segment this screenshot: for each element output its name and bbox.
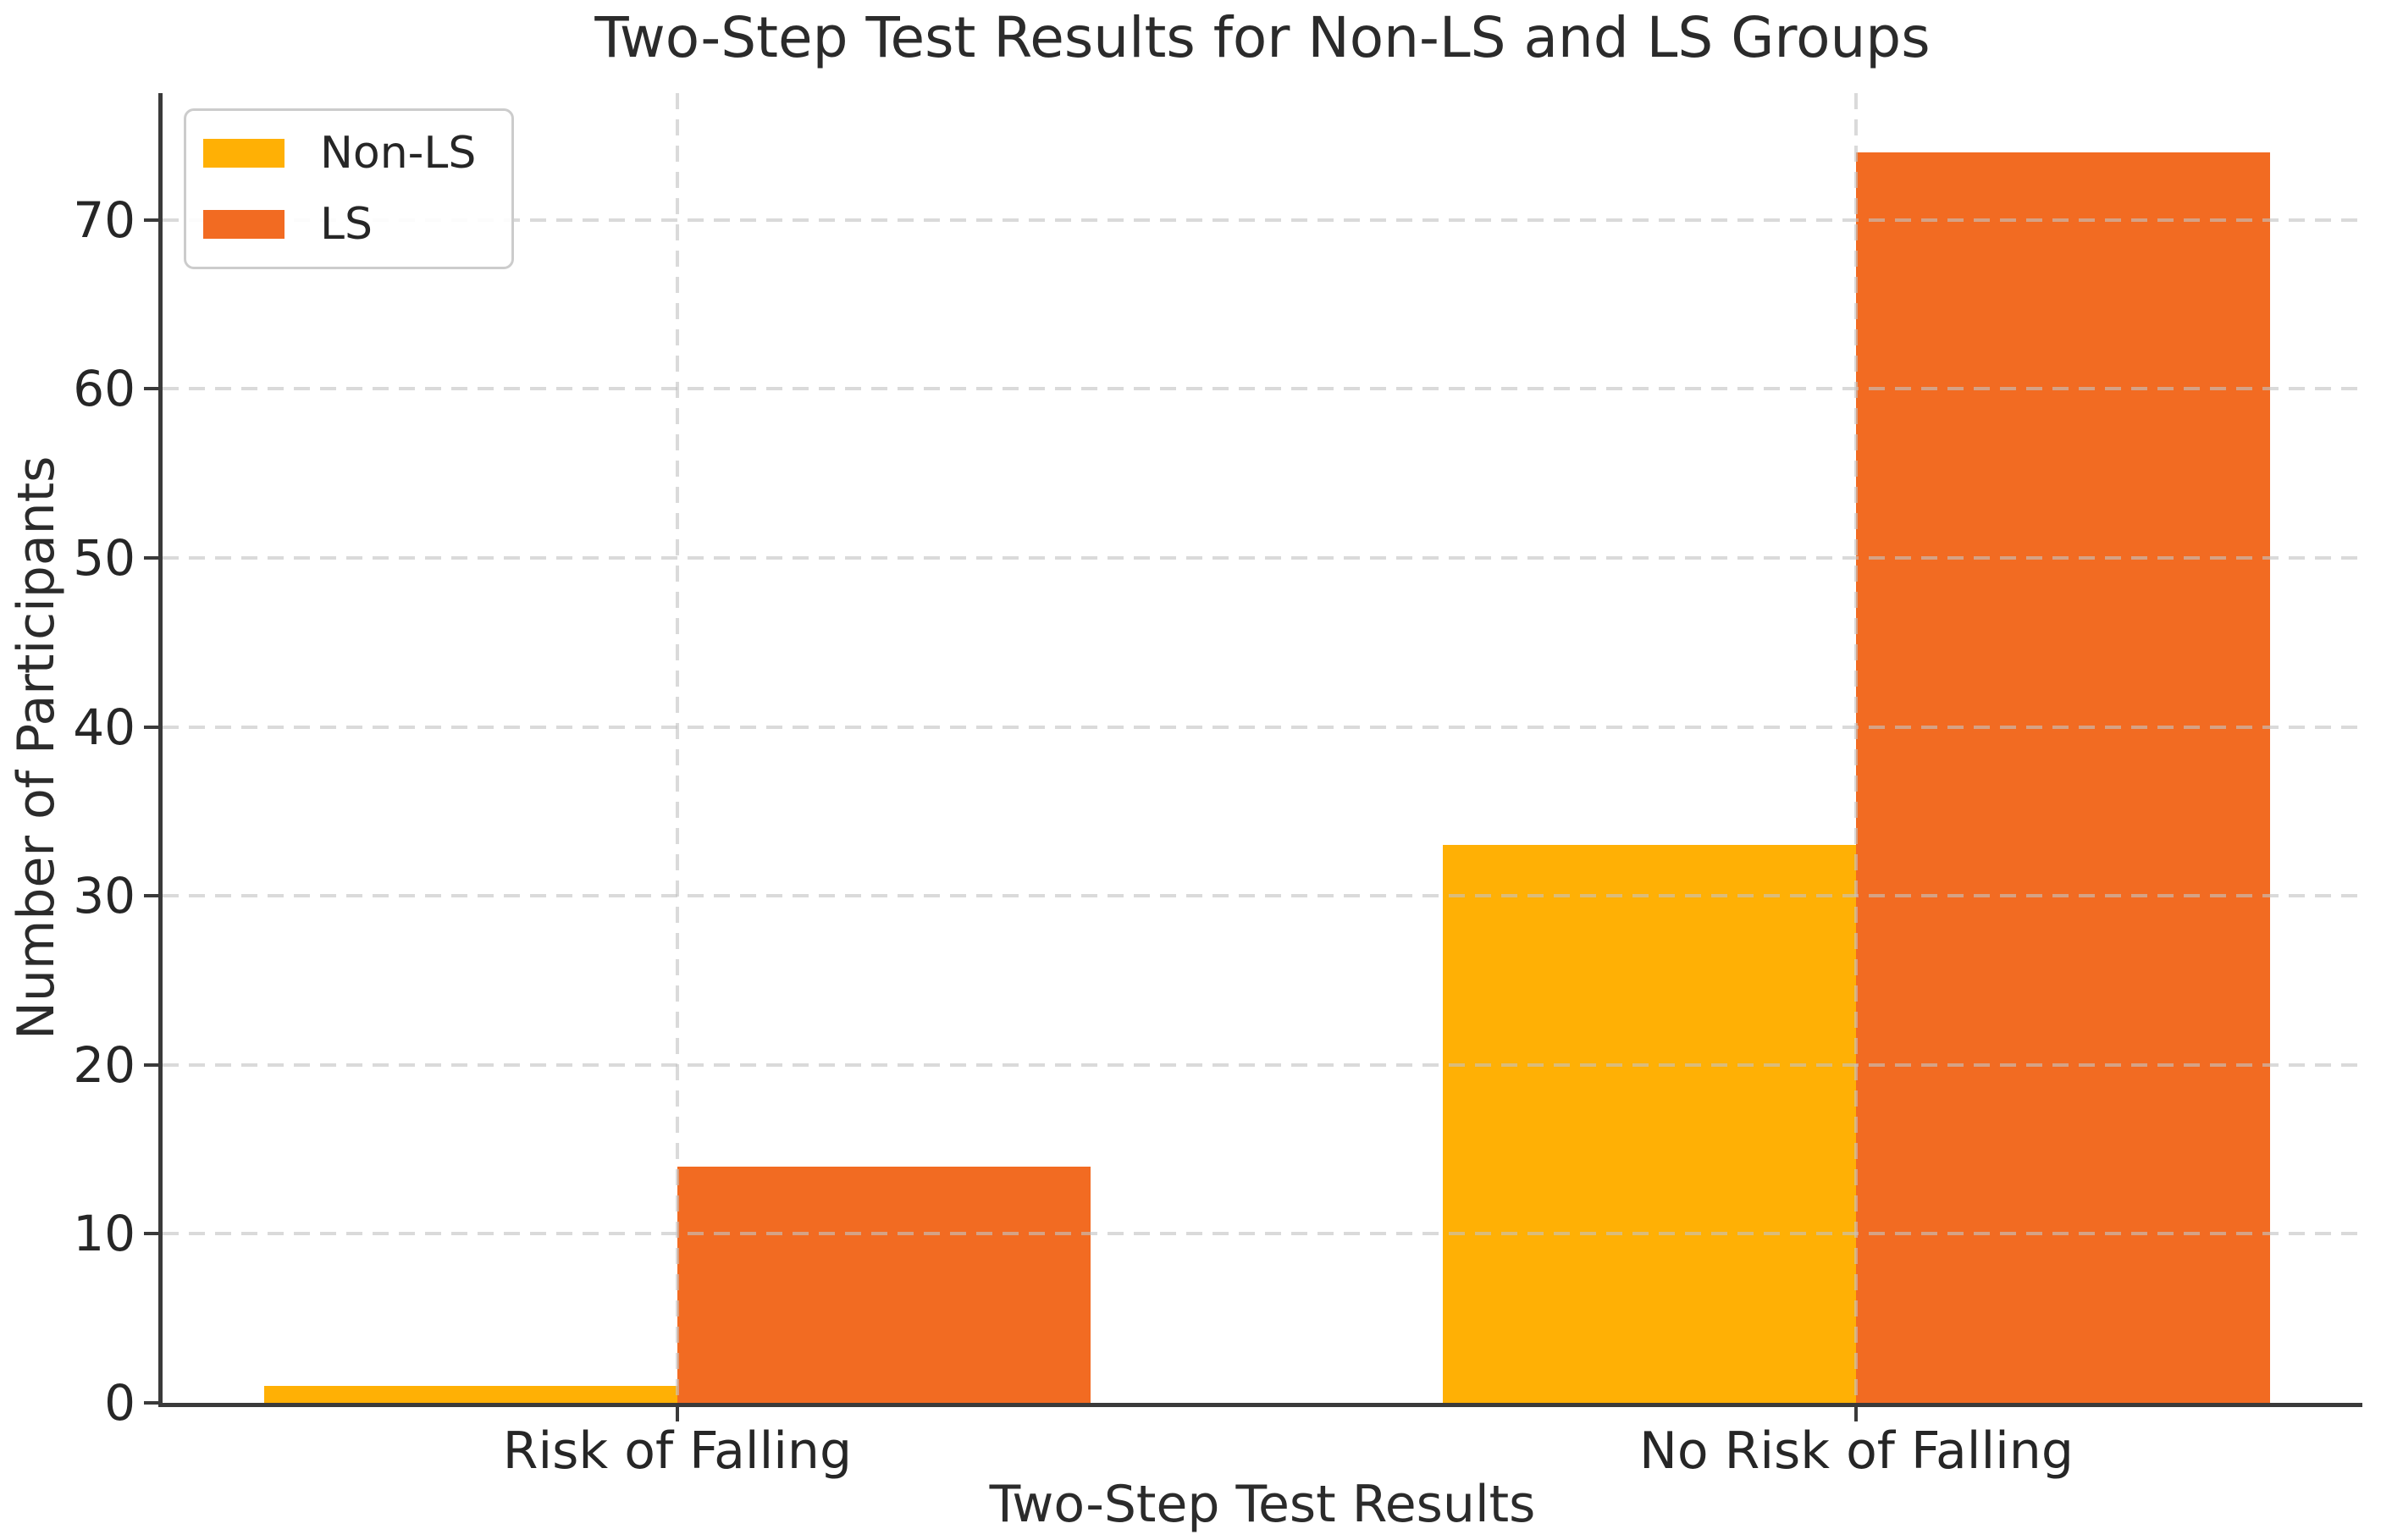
- y-tick-mark: [144, 725, 158, 729]
- bar-ls-0: [677, 1166, 1091, 1403]
- x-axis-label: Two-Step Test Results: [989, 1475, 1536, 1534]
- y-tick-label: 50: [73, 528, 135, 587]
- y-tick-mark: [144, 1232, 158, 1236]
- x-tick-mark: [1854, 1407, 1859, 1421]
- y-tick-mark: [144, 1401, 158, 1405]
- y-tick-mark: [144, 387, 158, 391]
- legend-item-ls: LS: [203, 201, 476, 248]
- y-axis-spine: [158, 93, 163, 1407]
- bar-non-ls-1: [1443, 845, 1857, 1403]
- y-tick-label: 30: [73, 867, 135, 925]
- legend-label-non-ls: Non-LS: [320, 128, 477, 179]
- y-tick-label: 20: [73, 1035, 135, 1094]
- legend-swatch-non-ls-icon: [203, 139, 284, 168]
- plot-area: 0 10 20 30 40 50 60 70 Risk of Falling No Risk of…: [73, 93, 2362, 1481]
- y-tick-mark: [144, 555, 158, 560]
- bar-ls-1: [1856, 152, 2270, 1403]
- legend-label-ls: LS: [320, 199, 373, 250]
- x-tick-mark: [675, 1407, 679, 1421]
- y-tick-label: 10: [73, 1205, 135, 1263]
- y-tick-label: 40: [73, 698, 135, 756]
- y-tick-label: 0: [104, 1374, 135, 1432]
- y-tick-mark: [144, 218, 158, 222]
- y-tick-label: 60: [73, 360, 135, 418]
- bar-non-ls-0: [263, 1386, 677, 1403]
- y-tick-label: 70: [73, 190, 135, 249]
- legend-swatch-ls-icon: [203, 210, 284, 239]
- x-tick-label: Risk of Falling: [502, 1421, 853, 1481]
- y-tick-mark: [144, 894, 158, 898]
- y-tick-mark: [144, 1063, 158, 1067]
- x-tick-label: No Risk of Falling: [1639, 1421, 2074, 1481]
- x-axis-spine: [158, 1403, 2362, 1407]
- bars-layer: [163, 93, 2362, 1403]
- legend: Non-LS LS: [184, 108, 515, 269]
- legend-item-non-ls: Non-LS: [203, 130, 476, 177]
- chart-title: Two-Step Test Results for Non-LS and LS …: [594, 5, 1931, 70]
